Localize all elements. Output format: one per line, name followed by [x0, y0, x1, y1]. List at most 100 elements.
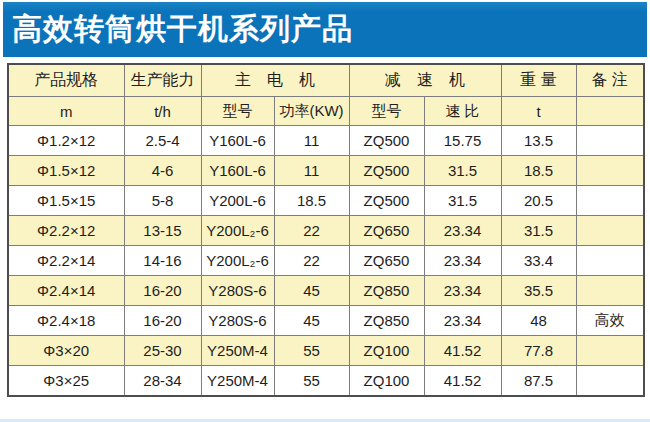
- header-group-row: 产品规格 生产能力 主 电 机 减 速 机 重 量 备 注: [8, 64, 644, 97]
- unit-motor-power: 功率(KW): [274, 97, 349, 126]
- cell-spec: Φ3×25: [8, 366, 124, 397]
- cell-motor-power: 22: [274, 216, 349, 246]
- cell-capacity: 28-34: [124, 366, 201, 397]
- cell-reducer-ratio: 23.34: [424, 276, 501, 306]
- table-row: Φ1.5×15 5-8 Y200L-6 18.5 ZQ500 31.5 20.5: [8, 186, 644, 216]
- header-main-motor: 主 电 机: [201, 64, 349, 97]
- page-title: 高效转筒烘干机系列产品: [3, 9, 353, 50]
- cell-reducer-ratio: 31.5: [424, 156, 501, 186]
- cell-spec: Φ2.4×18: [8, 306, 124, 336]
- table-header: 产品规格 生产能力 主 电 机 减 速 机 重 量 备 注 m t/h 型号 功…: [8, 64, 644, 126]
- cell-reducer-ratio: 31.5: [424, 186, 501, 216]
- cell-motor-model: Y280S-6: [201, 276, 274, 306]
- cell-weight: 20.5: [501, 186, 576, 216]
- unit-capacity-th: t/h: [124, 97, 201, 126]
- cell-motor-model: Y200L₂-6: [201, 246, 274, 276]
- header-weight: 重 量: [501, 64, 576, 97]
- cell-capacity: 5-8: [124, 186, 201, 216]
- cell-motor-power: 45: [274, 306, 349, 336]
- cell-spec: Φ2.4×14: [8, 276, 124, 306]
- header-remark: 备 注: [576, 64, 644, 97]
- cell-motor-power: 11: [274, 126, 349, 156]
- cell-motor-power: 55: [274, 366, 349, 397]
- table-row: Φ3×25 28-34 Y250M-4 55 ZQ100 41.52 87.5: [8, 366, 644, 397]
- cell-weight: 18.5: [501, 156, 576, 186]
- page: 高效转筒烘干机系列产品 产品规格 生产能力 主 电 机 减 速 机 重 量 备 …: [0, 0, 650, 422]
- cell-remark: [576, 246, 644, 276]
- unit-remark-empty: [576, 97, 644, 126]
- cell-reducer-model: ZQ650: [349, 216, 424, 246]
- cell-motor-power: 11: [274, 156, 349, 186]
- header-reducer: 减 速 机: [349, 64, 501, 97]
- cell-weight: 87.5: [501, 366, 576, 397]
- unit-spec-m: m: [8, 97, 124, 126]
- cell-motor-model: Y160L-6: [201, 156, 274, 186]
- table-row: Φ3×20 25-30 Y250M-4 55 ZQ100 41.52 77.8: [8, 336, 644, 366]
- table-row: Φ2.4×14 16-20 Y280S-6 45 ZQ850 23.34 35.…: [8, 276, 644, 306]
- cell-weight: 48: [501, 306, 576, 336]
- table-row: Φ2.2×14 14-16 Y200L₂-6 22 ZQ650 23.34 33…: [8, 246, 644, 276]
- cell-motor-power: 55: [274, 336, 349, 366]
- cell-reducer-ratio: 41.52: [424, 366, 501, 397]
- cell-remark: [576, 126, 644, 156]
- cell-weight: 33.4: [501, 246, 576, 276]
- cell-remark: 高效: [576, 306, 644, 336]
- cell-weight: 77.8: [501, 336, 576, 366]
- cell-remark: [576, 216, 644, 246]
- cell-capacity: 16-20: [124, 276, 201, 306]
- cell-reducer-ratio: 15.75: [424, 126, 501, 156]
- unit-weight-t: t: [501, 97, 576, 126]
- cell-motor-power: 18.5: [274, 186, 349, 216]
- cell-motor-power: 22: [274, 246, 349, 276]
- cell-weight: 35.5: [501, 276, 576, 306]
- cell-reducer-ratio: 41.52: [424, 336, 501, 366]
- unit-reducer-ratio: 速 比: [424, 97, 501, 126]
- cell-spec: Φ1.5×12: [8, 156, 124, 186]
- cell-spec: Φ1.5×15: [8, 186, 124, 216]
- header-capacity: 生产能力: [124, 64, 201, 97]
- cell-reducer-model: ZQ850: [349, 276, 424, 306]
- cell-remark: [576, 366, 644, 397]
- table-row: Φ2.2×12 13-15 Y200L₂-6 22 ZQ650 23.34 31…: [8, 216, 644, 246]
- cell-capacity: 14-16: [124, 246, 201, 276]
- cell-motor-model: Y160L-6: [201, 126, 274, 156]
- cell-weight: 13.5: [501, 126, 576, 156]
- cell-reducer-model: ZQ100: [349, 336, 424, 366]
- unit-reducer-model: 型号: [349, 97, 424, 126]
- cell-spec: Φ3×20: [8, 336, 124, 366]
- cell-remark: [576, 276, 644, 306]
- cell-capacity: 13-15: [124, 216, 201, 246]
- cell-reducer-model: ZQ500: [349, 156, 424, 186]
- cell-reducer-ratio: 23.34: [424, 246, 501, 276]
- cell-weight: 31.5: [501, 216, 576, 246]
- header-product-spec: 产品规格: [8, 64, 124, 97]
- cell-motor-model: Y250M-4: [201, 366, 274, 397]
- unit-motor-model: 型号: [201, 97, 274, 126]
- cell-motor-power: 45: [274, 276, 349, 306]
- cell-remark: [576, 186, 644, 216]
- table-row: Φ2.4×18 16-20 Y280S-6 45 ZQ850 23.34 48 …: [8, 306, 644, 336]
- header-unit-row: m t/h 型号 功率(KW) 型号 速 比 t: [8, 97, 644, 126]
- table-row: Φ1.2×12 2.5-4 Y160L-6 11 ZQ500 15.75 13.…: [8, 126, 644, 156]
- cell-reducer-ratio: 23.34: [424, 306, 501, 336]
- cell-remark: [576, 156, 644, 186]
- table-body: Φ1.2×12 2.5-4 Y160L-6 11 ZQ500 15.75 13.…: [8, 126, 644, 397]
- cell-motor-model: Y280S-6: [201, 306, 274, 336]
- cell-remark: [576, 336, 644, 366]
- cell-motor-model: Y200L₂-6: [201, 216, 274, 246]
- product-spec-table: 产品规格 生产能力 主 电 机 减 速 机 重 量 备 注 m t/h 型号 功…: [7, 63, 645, 397]
- table-row: Φ1.5×12 4-6 Y160L-6 11 ZQ500 31.5 18.5: [8, 156, 644, 186]
- cell-capacity: 2.5-4: [124, 126, 201, 156]
- cell-capacity: 25-30: [124, 336, 201, 366]
- cell-reducer-ratio: 23.34: [424, 216, 501, 246]
- title-banner: 高效转筒烘干机系列产品: [3, 2, 647, 57]
- cell-reducer-model: ZQ500: [349, 126, 424, 156]
- cell-capacity: 16-20: [124, 306, 201, 336]
- cell-spec: Φ2.2×12: [8, 216, 124, 246]
- cell-reducer-model: ZQ850: [349, 306, 424, 336]
- cell-spec: Φ2.2×14: [8, 246, 124, 276]
- cell-motor-model: Y200L-6: [201, 186, 274, 216]
- cell-motor-model: Y250M-4: [201, 336, 274, 366]
- cell-reducer-model: ZQ650: [349, 246, 424, 276]
- cell-spec: Φ1.2×12: [8, 126, 124, 156]
